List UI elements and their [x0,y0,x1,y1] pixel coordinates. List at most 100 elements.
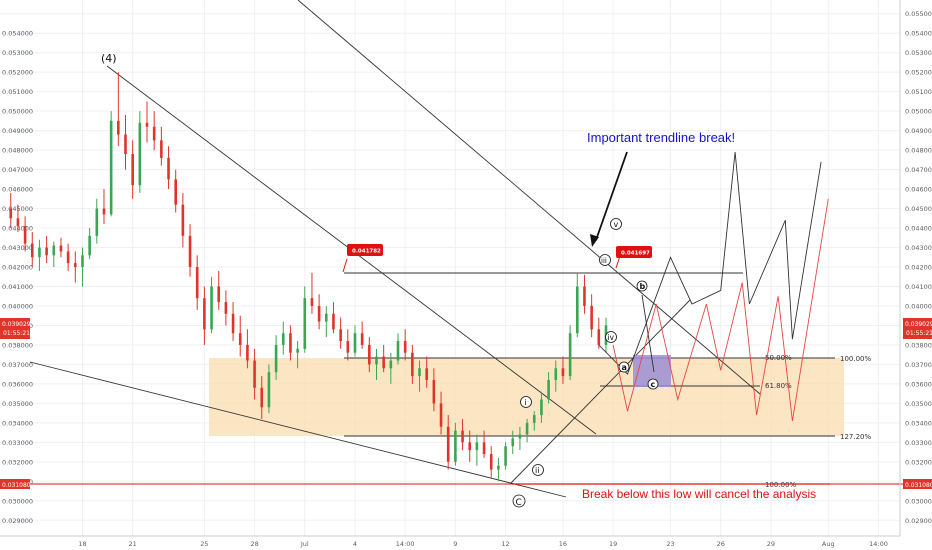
candle [138,111,142,193]
price-tick-label: 0.051000 [905,88,932,96]
candle [511,430,515,455]
candle-body [152,126,156,141]
candle [81,247,84,287]
left-price-tick-label: 0.042000 [2,264,33,272]
candle [403,329,407,361]
candle [9,192,13,229]
candle [396,333,400,365]
candle-body [52,245,56,256]
candle [497,457,500,482]
left-price-tick-label: 0.053000 [2,49,33,57]
svg-text:01:55:21: 01:55:21 [3,330,30,337]
trendline-support [510,299,691,484]
candle [203,286,206,345]
left-price-tick-label: 0.049000 [2,127,33,135]
price-tick-label: 0.029000 [905,517,932,525]
price-tick-label: 0.032000 [905,458,932,466]
candle-body [253,360,256,388]
time-tick-label: 26 [717,540,725,548]
candle [532,411,536,431]
trendline-top-long [297,0,761,395]
time-tick-label: 18 [78,540,86,548]
candle [188,224,192,277]
candle [52,241,56,267]
candle-body [446,426,450,462]
candle [66,243,70,271]
time-tick-label: 14:00 [396,540,415,548]
candle-body [489,454,493,470]
candle-body [396,341,400,361]
price-tick-label: 0.042000 [905,264,932,272]
candle-body [590,305,593,330]
candle-body [174,179,177,205]
time-tick-label: 25 [200,540,208,548]
callout-low-high: 0.041782 [342,244,383,273]
time-tick-label: 29 [767,540,775,548]
candle-body [167,157,170,180]
candle [382,344,385,373]
candle [518,426,522,451]
time-axis[interactable]: 18 21 25 28 Jul 4 14:00 9 12 16 19 23 26 29 Aug 14:00 [78,540,888,548]
candle-body [210,286,213,330]
candle [461,418,464,451]
time-tick-label: 23 [666,540,674,548]
wave-label-iv: iv [605,331,617,343]
candle [554,360,558,392]
price-tick-label: 0.050000 [905,108,932,116]
candle [95,198,99,244]
candle-body [274,344,278,373]
candle [583,274,586,314]
candle [317,294,321,330]
svg-text:iv: iv [608,333,615,342]
trendline-lower-channel [29,361,567,498]
candle-body [131,154,134,186]
svg-text:0.039029: 0.039029 [905,321,932,328]
candle-body [289,333,292,353]
wave-label-b: b [636,280,648,292]
price-tick-label: 0.049000 [905,127,932,135]
left-price-tick-label: 0.037000 [2,361,33,369]
annotation-cancel: Break below this low will cancel the ana… [582,487,816,501]
candle-body [461,430,464,443]
candle [253,348,256,400]
candle [289,325,292,361]
candle [425,356,428,388]
fib-label-100-lower: 100.00% [765,481,796,489]
left-price-tick-label: 0.029000 [2,517,33,525]
svg-text:0.039029: 0.039029 [2,321,31,328]
fib-levels: 50.00% 100.00% 61.80% 127.20% 100.00% [344,354,871,489]
price-tick-label: 0.038000 [905,341,932,349]
candle-body [73,263,77,267]
candle [88,228,91,260]
candle [303,286,307,353]
projection-black [598,152,822,375]
time-tick-label: Aug [822,540,835,548]
fib-label-618: 61.80% [765,382,792,390]
candle [260,376,264,419]
svg-text:c: c [651,380,656,389]
left-price-tick-label: 0.034000 [2,419,33,427]
price-tick-label: 0.043000 [905,244,932,252]
callout-recent-high: 0.041697 [615,246,652,269]
svg-text:0.031080: 0.031080 [2,482,31,489]
candle [475,434,479,466]
candle-body [575,286,579,334]
time-tick-label: 9 [453,540,457,548]
candle [195,255,199,310]
candle [547,372,550,404]
time-tick-label: 12 [501,540,509,548]
candle-body [66,251,70,264]
candle [368,337,371,373]
gridlines [0,0,900,536]
candle [117,72,120,147]
candle [210,276,213,334]
candle-body [45,247,48,256]
candle [102,189,106,225]
candle-body [504,446,507,466]
price-tick-label: 0.030000 [905,497,932,505]
svg-text:i: i [525,398,527,407]
candle-body [23,226,27,244]
candle-body [346,341,350,353]
